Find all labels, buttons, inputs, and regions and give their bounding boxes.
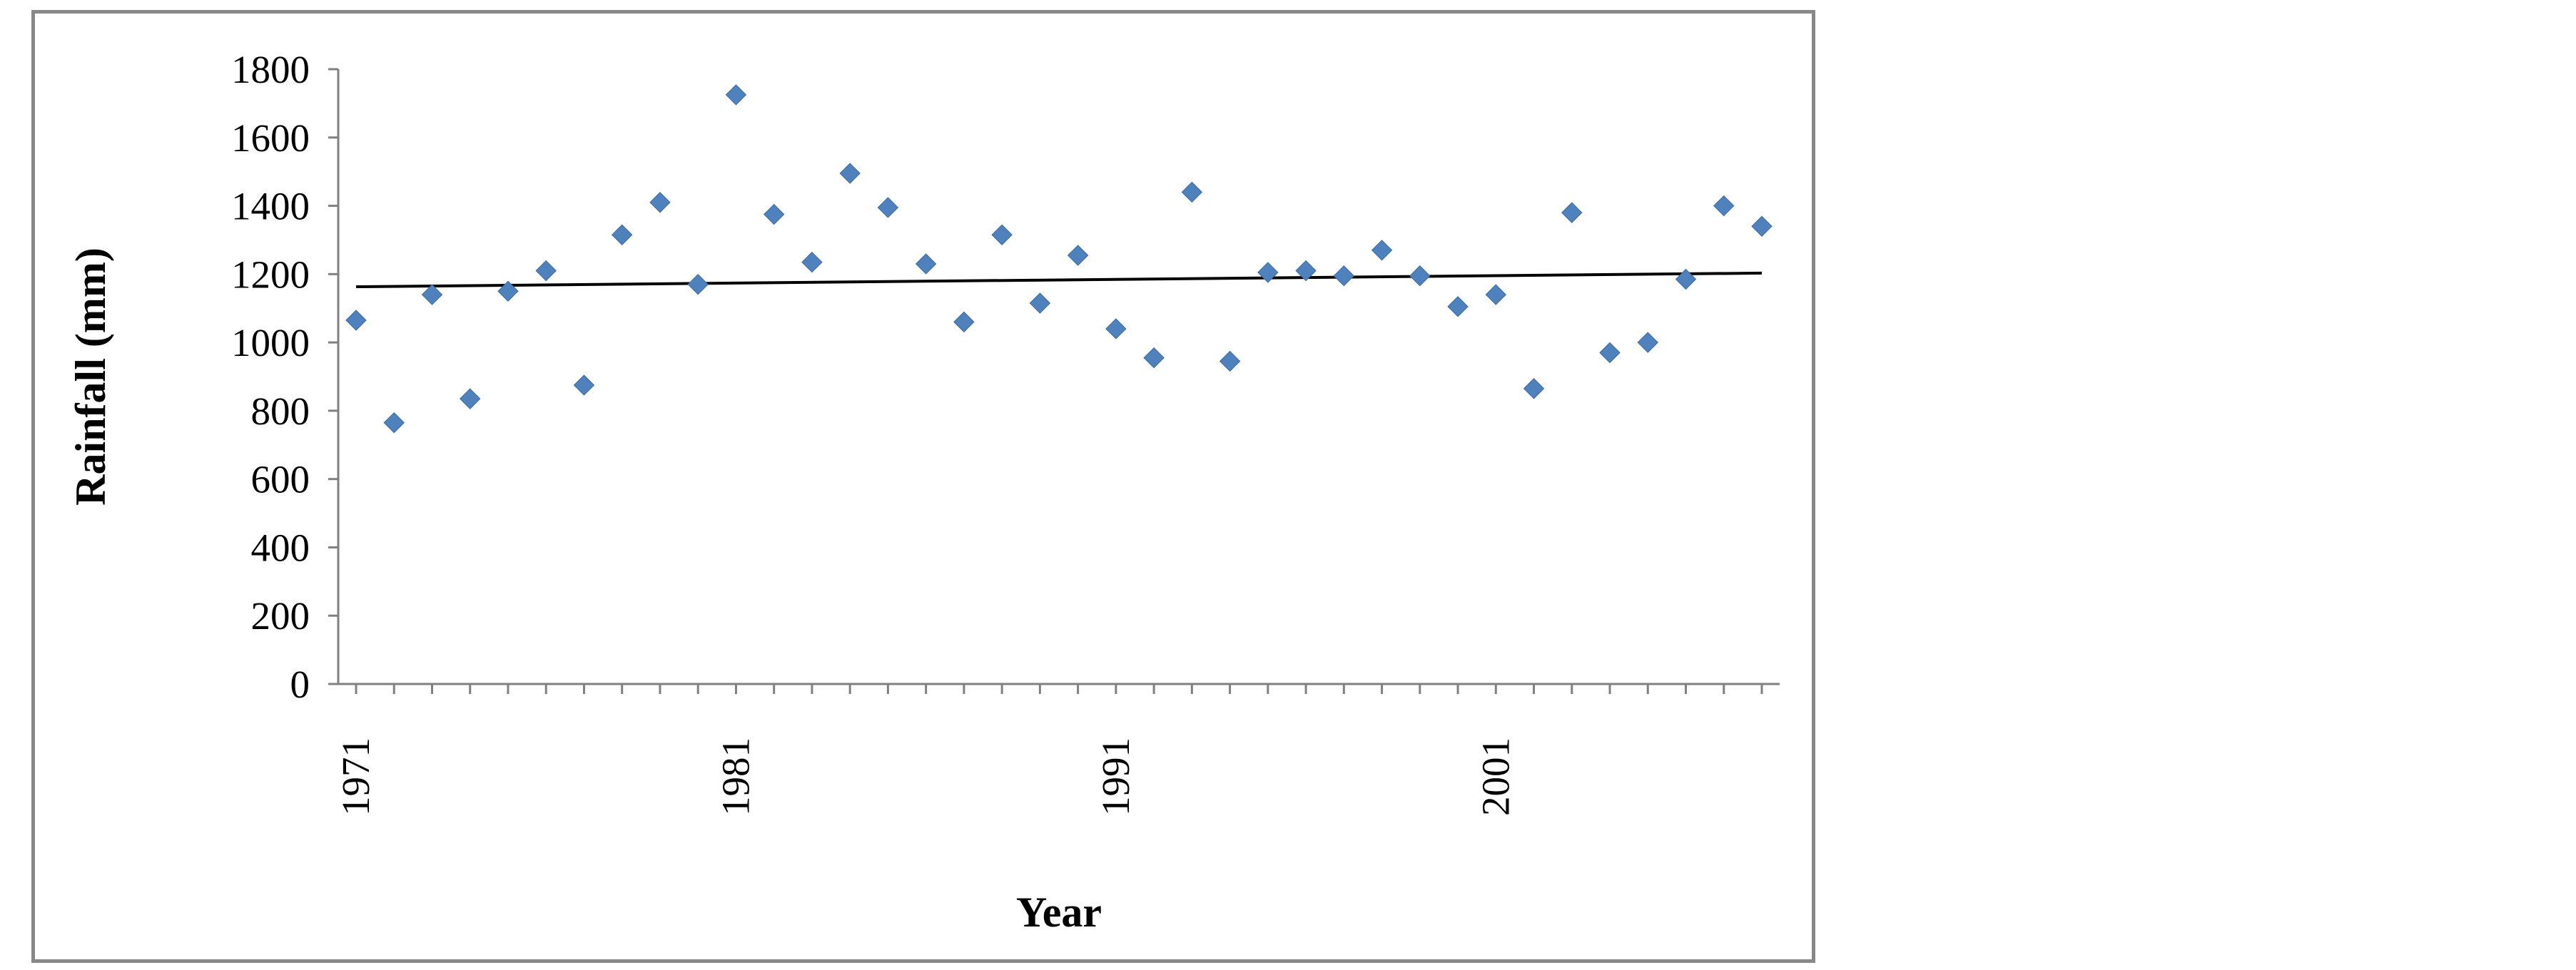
data-point <box>1523 378 1545 399</box>
data-point <box>1447 296 1469 317</box>
y-tick-label: 600 <box>251 458 310 501</box>
data-point <box>1257 262 1279 283</box>
trendline <box>355 271 1763 289</box>
y-tick-label: 400 <box>251 526 310 569</box>
data-point <box>611 224 633 245</box>
data-point <box>1219 350 1241 372</box>
data-point <box>763 203 785 225</box>
data-point <box>1637 332 1658 353</box>
data-point <box>649 192 671 213</box>
data-point <box>1295 260 1317 282</box>
y-tick-label: 200 <box>251 594 310 638</box>
data-point <box>1371 240 1393 261</box>
data-point <box>953 311 975 333</box>
data-point <box>1105 318 1127 340</box>
data-point <box>1143 347 1165 369</box>
data-point <box>915 253 937 275</box>
x-tick-label: 1981 <box>714 737 757 816</box>
data-point <box>497 280 519 302</box>
data-point <box>1713 195 1735 217</box>
data-point <box>460 388 481 409</box>
data-point <box>1029 292 1051 314</box>
data-point <box>1333 265 1355 287</box>
axes <box>337 69 1780 685</box>
data-point <box>421 284 443 305</box>
data-point <box>877 197 899 218</box>
data-point <box>1067 245 1089 266</box>
data-point <box>383 412 405 434</box>
data-point <box>1675 268 1697 290</box>
y-tick-label: 1000 <box>231 321 310 364</box>
y-tick-label: 0 <box>290 663 310 706</box>
y-axis-title: Rainfall (mm) <box>67 247 114 506</box>
data-point <box>1485 284 1507 305</box>
x-axis-title: Year <box>1016 889 1102 936</box>
data-point <box>991 224 1013 245</box>
chart-frame: 0 200 400 600 800 1000 1200 1400 1600 1800 1971 19… <box>31 10 1815 963</box>
data-point <box>345 310 367 331</box>
x-tick-label: 1971 <box>334 737 377 816</box>
data-point <box>1751 215 1773 237</box>
data-point <box>1561 202 1583 223</box>
y-ticks: 0 200 400 600 800 1000 1200 1400 1600 1800 <box>231 48 338 706</box>
data-point <box>1181 181 1203 203</box>
data-point <box>839 163 861 184</box>
data-point <box>725 84 747 106</box>
x-ticks: 1971 1981 1991 2001 <box>334 684 1763 816</box>
data-point <box>687 273 709 295</box>
data-point <box>535 260 557 282</box>
data-point <box>801 251 823 273</box>
y-tick-label: 1600 <box>231 116 310 160</box>
data-point <box>573 374 595 396</box>
data-point <box>1409 265 1431 287</box>
x-tick-label: 1991 <box>1094 737 1137 816</box>
y-tick-label: 1800 <box>231 48 310 91</box>
x-tick-label: 2001 <box>1474 737 1517 816</box>
y-tick-label: 1400 <box>231 185 310 228</box>
y-tick-label: 1200 <box>231 252 310 296</box>
data-point <box>1599 342 1621 364</box>
data-points <box>345 84 1773 434</box>
y-tick-label: 800 <box>251 389 310 433</box>
